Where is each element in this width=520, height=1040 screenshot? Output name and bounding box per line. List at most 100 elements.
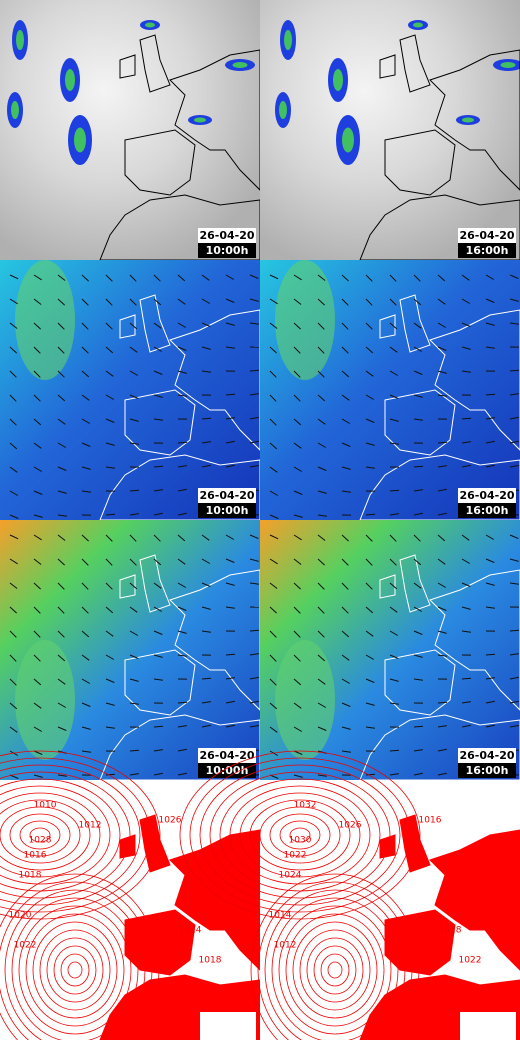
- wind-arrow: [293, 726, 303, 732]
- wind-arrow: [129, 558, 137, 566]
- wind-arrow: [201, 464, 211, 468]
- wind-arrow: [153, 772, 163, 776]
- wind-arrow: [485, 700, 495, 704]
- isobar-label: 1018: [439, 926, 462, 936]
- isobar-label: 1012: [79, 821, 102, 831]
- wind-arrow: [317, 298, 325, 306]
- wind-arrow: [9, 394, 17, 402]
- wind-arrow: [57, 702, 67, 708]
- wind-arrow: [81, 606, 89, 614]
- wind-arrow: [33, 606, 41, 614]
- wind-arrow: [317, 322, 325, 330]
- wind-arrow: [269, 582, 278, 589]
- wind-arrow: [293, 606, 301, 614]
- date-label: 26-04-20: [199, 749, 254, 762]
- wind-arrow: [269, 654, 277, 662]
- wind-arrow: [437, 441, 448, 444]
- wind-arrow: [341, 370, 350, 378]
- isobar: [269, 813, 331, 857]
- wind-arrow: [201, 582, 211, 587]
- wind-arrow: [9, 370, 17, 378]
- wind-arrow: [81, 678, 91, 684]
- isobar: [39, 929, 111, 1011]
- isobar-label: 1016: [419, 816, 442, 826]
- wind-arrow: [461, 417, 472, 420]
- wind-arrow: [389, 370, 399, 376]
- wind-arrow: [461, 582, 471, 587]
- wind-arrow: [57, 678, 66, 685]
- time-label: 10:00h: [206, 764, 249, 777]
- wind-arrow: [461, 441, 471, 444]
- wind-arrow: [413, 346, 423, 352]
- wind-arrow: [153, 606, 163, 612]
- wind-arrow: [105, 534, 113, 542]
- wind-arrow: [249, 322, 259, 325]
- wind-arrow: [437, 465, 447, 468]
- wind-arrow: [249, 558, 259, 562]
- isobar: [46, 937, 104, 1003]
- wind-arrow: [269, 514, 279, 519]
- wind-arrow: [201, 677, 212, 680]
- wind-arrow: [9, 322, 18, 329]
- wind-arrow: [177, 630, 187, 634]
- wind-arrow: [153, 725, 164, 728]
- wind-arrow: [177, 748, 187, 752]
- wind-arrow: [509, 274, 519, 279]
- wind-arrow: [389, 749, 400, 752]
- wind-arrow: [129, 702, 139, 705]
- wind-arrow: [33, 370, 41, 378]
- wind-arrow: [57, 442, 67, 448]
- wind-arrow: [201, 274, 210, 281]
- wind-arrow: [509, 725, 519, 728]
- wind-arrow: [105, 702, 115, 706]
- wind-arrow: [81, 702, 91, 707]
- wind-arrow: [201, 346, 211, 350]
- wind-arrow: [153, 489, 163, 492]
- wind-arrow: [177, 441, 188, 444]
- wind-arrow: [365, 394, 375, 400]
- wind-arrow: [461, 606, 471, 610]
- wind-arrow: [105, 606, 114, 614]
- wind-arrow: [269, 394, 277, 402]
- wind-arrow: [33, 678, 42, 686]
- wind-arrow: [341, 418, 351, 424]
- wind-arrow: [81, 654, 90, 661]
- wind-arrow: [33, 582, 41, 590]
- wind-arrow: [293, 702, 302, 709]
- map-panel: 1030 1032 1026 1022 1024 1014 1012 1016 1018 1022: [179, 750, 520, 1040]
- wind-arrow: [389, 582, 398, 590]
- wind-arrow: [317, 514, 327, 517]
- wind-arrow: [57, 514, 67, 517]
- wind-arrow: [485, 724, 495, 728]
- wind-arrow: [389, 346, 398, 353]
- wind-arrow: [201, 701, 211, 704]
- wind-arrow: [57, 298, 65, 306]
- wind-arrow: [33, 466, 43, 472]
- wind-arrow: [249, 700, 259, 704]
- wind-arrow: [293, 774, 303, 778]
- precipitation-core: [16, 30, 24, 50]
- wind-arrow: [485, 274, 495, 280]
- wind-arrow: [437, 558, 446, 565]
- wind-arrow: [341, 534, 349, 542]
- wind-arrow: [509, 653, 519, 656]
- wind-arrow: [105, 630, 114, 637]
- wind-arrow: [201, 558, 211, 564]
- wind-arrow: [9, 582, 18, 589]
- wind-arrow: [129, 322, 138, 330]
- wind-arrow: [341, 678, 351, 684]
- wind-arrow: [129, 582, 138, 590]
- isobar: [299, 929, 371, 1011]
- wind-arrow: [177, 394, 187, 397]
- wind-arrow: [413, 418, 423, 421]
- wind-arrow: [437, 606, 447, 611]
- wind-arrow: [153, 370, 163, 375]
- wind-arrow: [389, 606, 398, 613]
- wind-arrow: [485, 346, 495, 349]
- wind-arrow: [341, 726, 351, 730]
- wind-arrow: [153, 298, 162, 306]
- isobar: [19, 820, 61, 850]
- wind-arrow: [105, 726, 115, 729]
- map-panel: 26-04-20 16:00h: [260, 520, 520, 781]
